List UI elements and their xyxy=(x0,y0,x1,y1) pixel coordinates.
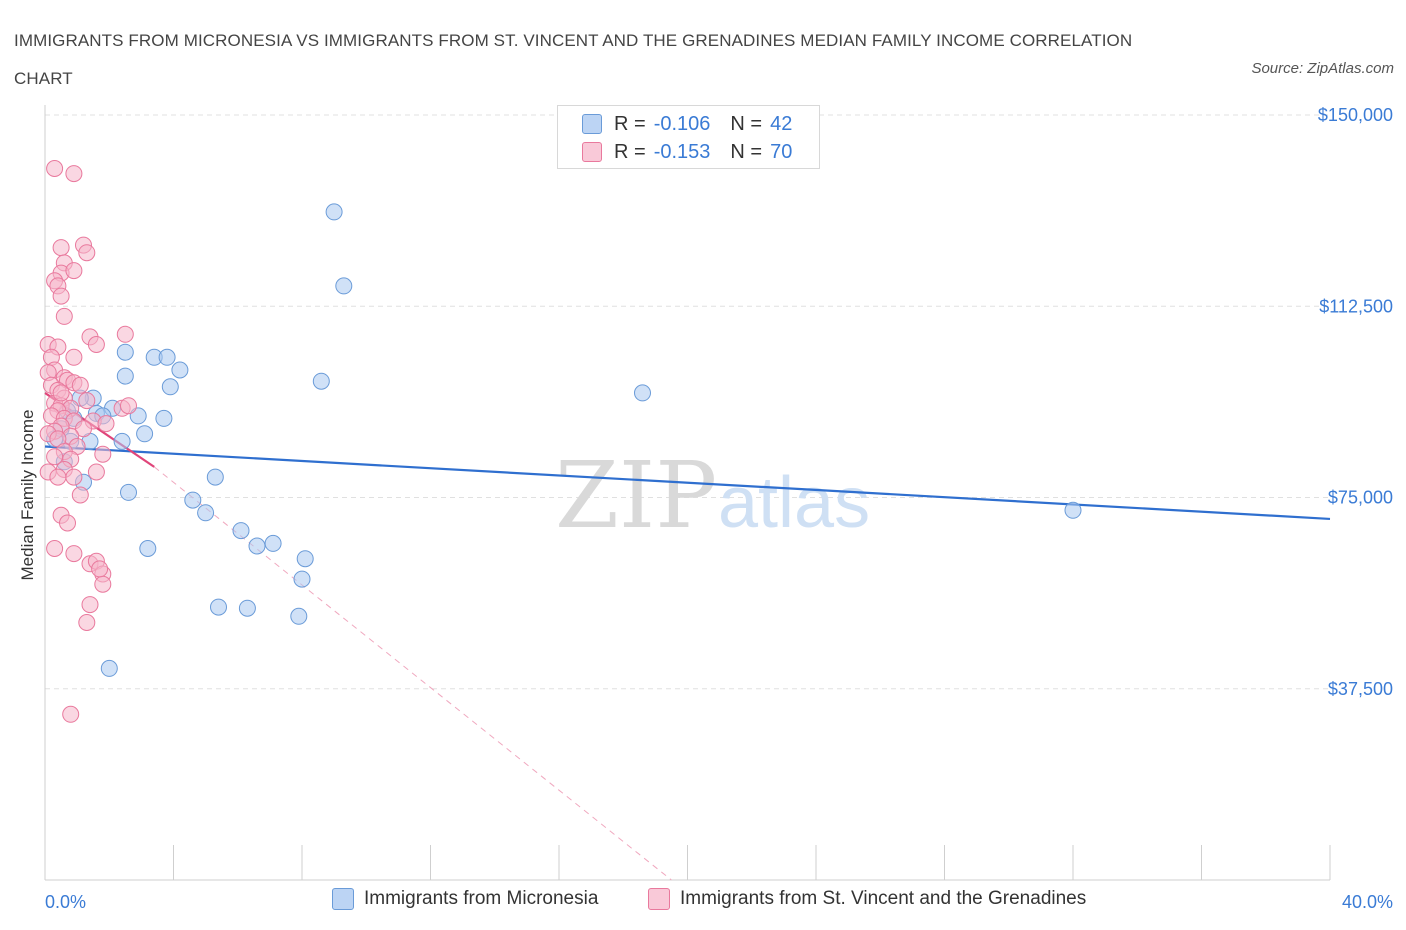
point-micronesia xyxy=(248,537,266,555)
series-legend-stvincent: Immigrants from St. Vincent and the Gren… xyxy=(648,888,1086,910)
point-micronesia xyxy=(293,570,311,588)
point-micronesia xyxy=(296,550,314,568)
series-legend: Immigrants from Micronesia Immigrants fr… xyxy=(0,888,1406,916)
y-tick-label: $150,000 xyxy=(1318,105,1393,125)
point-stvincent xyxy=(71,376,89,394)
point-stvincent xyxy=(97,415,115,433)
point-micronesia xyxy=(1064,501,1082,519)
legend-row-micronesia: R = -0.106 N = 42 xyxy=(582,112,792,136)
series-swatch-pink xyxy=(648,888,670,910)
point-micronesia xyxy=(335,277,353,295)
point-micronesia xyxy=(325,203,343,221)
point-stvincent xyxy=(75,420,92,438)
legend-swatch-pink xyxy=(582,142,602,162)
point-stvincent xyxy=(78,614,96,631)
point-stvincent xyxy=(71,486,89,504)
point-stvincent xyxy=(46,160,64,177)
legend-n-value: 42 xyxy=(770,112,793,135)
point-stvincent xyxy=(78,244,96,262)
point-stvincent xyxy=(62,705,80,723)
source-label: Source: ZipAtlas.com xyxy=(1251,60,1394,77)
point-stvincent xyxy=(91,560,109,578)
point-stvincent xyxy=(120,397,137,415)
point-stvincent xyxy=(59,514,76,532)
point-micronesia xyxy=(210,598,227,616)
watermark: ZIP atlas xyxy=(555,442,870,549)
y-tick-label: $37,500 xyxy=(1328,679,1393,699)
point-stvincent xyxy=(46,540,64,557)
point-stvincent xyxy=(116,325,134,343)
point-micronesia xyxy=(116,343,134,361)
series-label-micronesia: Immigrants from Micronesia xyxy=(364,888,599,909)
point-stvincent xyxy=(49,468,67,486)
y-tick-label: $75,000 xyxy=(1328,488,1393,508)
chart-title: IMMIGRANTS FROM MICRONESIA VS IMMIGRANTS… xyxy=(14,31,1133,88)
point-stvincent xyxy=(65,262,83,280)
legend-r-value: -0.106 xyxy=(653,112,711,135)
legend-n-value: 70 xyxy=(770,140,793,163)
points-layer xyxy=(39,160,1082,723)
point-stvincent xyxy=(81,596,99,614)
point-micronesia xyxy=(120,483,137,501)
point-stvincent xyxy=(52,384,70,402)
legend-swatch-blue xyxy=(582,114,602,134)
correlation-legend: R = -0.106 N = 42 R = -0.153 N = 70 xyxy=(557,105,820,169)
point-micronesia xyxy=(116,367,134,385)
point-micronesia xyxy=(634,384,651,402)
point-micronesia xyxy=(171,361,189,379)
y-axis-label: Median Family Income xyxy=(18,409,37,580)
x-tick-label-min: 0.0% xyxy=(45,892,86,912)
point-micronesia xyxy=(100,659,118,677)
point-stvincent xyxy=(87,463,105,481)
legend-n-label: N = xyxy=(730,112,763,135)
point-stvincent xyxy=(65,545,83,563)
legend-row-stvincent: R = -0.153 N = 70 xyxy=(582,140,792,164)
watermark-zip: ZIP xyxy=(555,442,717,549)
point-stvincent xyxy=(65,165,83,183)
point-stvincent xyxy=(52,239,70,257)
point-stvincent xyxy=(87,336,105,353)
series-swatch-blue xyxy=(332,888,354,910)
point-stvincent xyxy=(65,348,83,366)
point-micronesia xyxy=(232,522,250,540)
point-micronesia xyxy=(155,409,173,427)
point-micronesia xyxy=(113,432,131,450)
x-tick-label-max: 40.0% xyxy=(1342,892,1393,912)
point-micronesia xyxy=(264,534,282,552)
point-stvincent xyxy=(78,392,96,410)
point-stvincent xyxy=(55,307,73,325)
point-micronesia xyxy=(158,348,176,366)
legend-r-label: R = xyxy=(614,140,646,163)
series-legend-micronesia: Immigrants from Micronesia xyxy=(332,888,598,910)
point-stvincent xyxy=(52,287,70,305)
point-micronesia xyxy=(238,599,256,617)
point-stvincent xyxy=(94,575,112,593)
point-micronesia xyxy=(290,607,308,625)
legend-r-label: R = xyxy=(614,112,646,135)
legend-n-label: N = xyxy=(730,140,763,163)
point-micronesia xyxy=(136,425,154,443)
legend-r-value: -0.153 xyxy=(653,140,711,163)
series-label-stvincent: Immigrants from St. Vincent and the Gren… xyxy=(680,888,1087,909)
point-micronesia xyxy=(197,504,215,522)
point-stvincent xyxy=(94,445,112,463)
point-micronesia xyxy=(206,468,224,486)
axes-layer: 0.0% 40.0% xyxy=(44,105,1393,912)
point-micronesia xyxy=(184,491,202,509)
point-micronesia xyxy=(161,378,179,396)
trend-line-micronesia xyxy=(44,445,1331,521)
point-micronesia xyxy=(139,540,157,557)
watermark-atlas: atlas xyxy=(718,463,870,543)
point-micronesia xyxy=(312,372,330,390)
point-stvincent xyxy=(65,468,83,486)
y-tick-label: $112,500 xyxy=(1319,296,1393,316)
